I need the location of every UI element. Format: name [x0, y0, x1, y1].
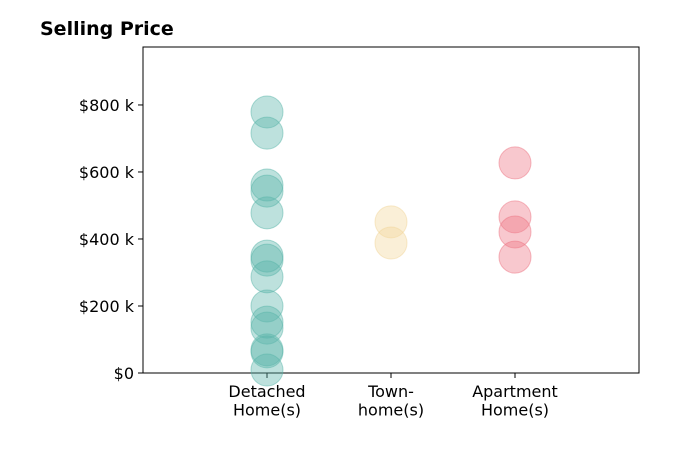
y-tick-label: $800 k — [79, 96, 135, 115]
point — [250, 335, 284, 369]
point — [374, 205, 408, 239]
point — [250, 243, 284, 277]
point — [498, 200, 532, 234]
point — [374, 226, 408, 260]
point — [498, 240, 532, 274]
y-tick-label: $0 — [114, 364, 134, 383]
x-tick-label: Detached Home(s) — [228, 382, 305, 419]
y-tick-label: $200 k — [79, 297, 135, 316]
point — [498, 215, 532, 249]
point — [250, 260, 284, 294]
point — [250, 95, 284, 129]
point — [250, 196, 284, 230]
point — [250, 353, 284, 387]
x-tick-label: Apartment Home(s) — [472, 382, 558, 419]
chart-title: Selling Price — [40, 18, 174, 40]
y-tick-label: $400 k — [79, 230, 135, 249]
point — [250, 116, 284, 150]
y-tick-label: $600 k — [79, 163, 135, 182]
x-tick-label: Town-home(s) — [358, 382, 424, 419]
point — [498, 146, 532, 180]
